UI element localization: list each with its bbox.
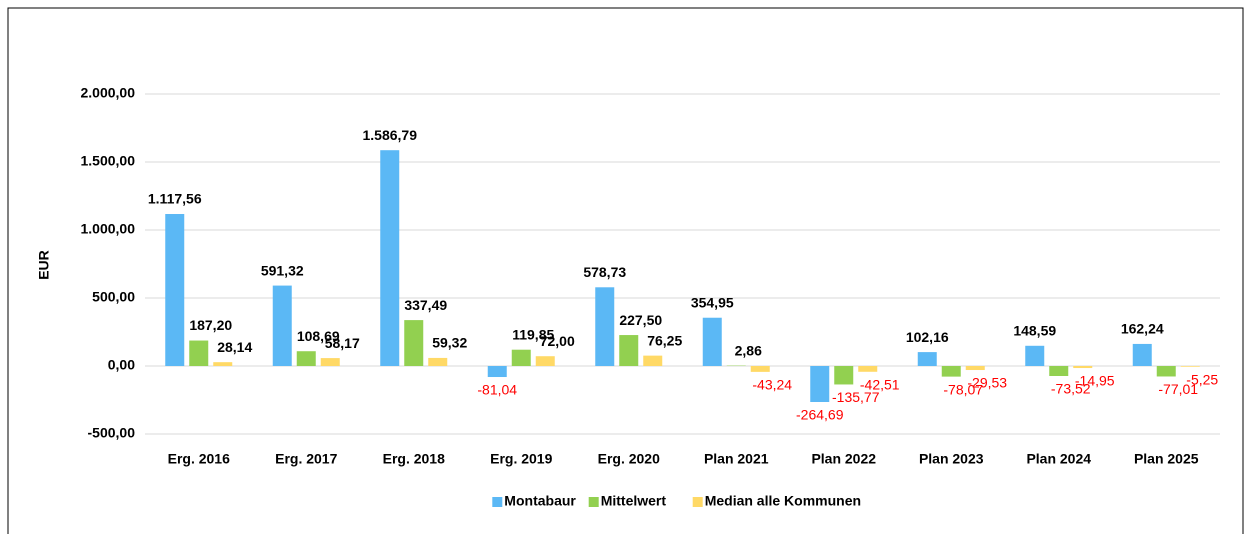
bar (404, 320, 424, 366)
x-tick-label: Erg. 2016 (168, 451, 230, 467)
x-tick-label: Plan 2021 (704, 451, 769, 467)
value-label: 102,16 (906, 329, 949, 345)
bar (965, 366, 985, 371)
value-label: 28,14 (217, 339, 252, 355)
bar (941, 366, 961, 377)
x-tick-label: Erg. 2017 (275, 451, 337, 467)
bar (213, 362, 233, 366)
bar (511, 349, 531, 366)
legend-swatch (492, 497, 503, 507)
value-label: 148,59 (1013, 322, 1056, 338)
bar (428, 357, 448, 366)
value-label: -81,04 (477, 382, 517, 398)
bar (595, 287, 615, 366)
bar (810, 366, 830, 402)
bar (643, 355, 663, 366)
value-label: -5,25 (1186, 371, 1218, 387)
bar (1073, 366, 1093, 369)
x-tick-label: Plan 2025 (1134, 451, 1199, 467)
bar (834, 366, 854, 385)
bar (296, 351, 316, 366)
value-label: 2,86 (735, 342, 762, 358)
value-label: 119,85 (512, 326, 554, 342)
y-tick-label: 1.000,00 (81, 221, 136, 237)
y-tick-label: 0,00 (108, 357, 135, 373)
y-axis-title: EUR (36, 250, 52, 280)
bar (858, 366, 878, 372)
legend-label: Montabaur (504, 493, 576, 509)
value-label: 187,20 (189, 317, 232, 333)
bar (272, 285, 292, 366)
value-label: -77,01 (1158, 381, 1198, 397)
value-label: 1.586,79 (363, 127, 418, 143)
value-label: 1.117,56 (148, 191, 202, 207)
x-tick-label: Erg. 2020 (598, 451, 660, 467)
bar (702, 317, 722, 366)
legend-label: Mittelwert (601, 493, 667, 509)
value-label: -264,69 (796, 407, 844, 423)
x-tick-label: Plan 2024 (1026, 451, 1091, 467)
bar (750, 366, 770, 372)
value-label: 108,69 (297, 328, 340, 344)
bar (380, 150, 400, 366)
value-label: 162,24 (1121, 321, 1164, 337)
value-label: 76,25 (647, 332, 682, 348)
y-tick-label: -500,00 (88, 425, 136, 441)
bar (535, 356, 555, 366)
value-label: 578,73 (583, 264, 626, 280)
value-label: -29,53 (967, 375, 1007, 391)
value-label: -43,24 (752, 377, 792, 393)
bar (189, 340, 209, 366)
bar (1180, 366, 1200, 367)
value-label: 58,17 (325, 335, 360, 351)
bar (1025, 345, 1045, 366)
value-label: 591,32 (261, 262, 304, 278)
bar (320, 358, 340, 366)
value-label: -14,95 (1075, 373, 1115, 389)
bar (1049, 366, 1069, 376)
bar (165, 214, 185, 366)
chart-frame (7, 7, 1244, 534)
y-tick-label: 500,00 (92, 289, 135, 305)
x-tick-label: Erg. 2018 (383, 451, 445, 467)
value-label: 227,50 (619, 312, 662, 328)
value-label: -135,77 (832, 389, 880, 405)
value-label: -78,07 (943, 381, 983, 397)
value-label: -42,51 (860, 376, 900, 392)
x-tick-label: Erg. 2019 (490, 451, 552, 467)
bar (1132, 343, 1152, 366)
bar (917, 352, 937, 366)
bar (487, 366, 507, 378)
x-tick-label: Plan 2023 (919, 451, 984, 467)
legend-swatch (692, 497, 703, 507)
value-label: -73,52 (1051, 381, 1091, 397)
legend-swatch (588, 497, 599, 507)
x-tick-label: Plan 2022 (811, 451, 876, 467)
y-tick-label: 2.000,00 (81, 85, 136, 101)
value-label: 59,32 (432, 335, 467, 351)
y-tick-label: 1.500,00 (81, 153, 136, 169)
bar (1156, 366, 1176, 377)
legend-label: Median alle Kommunen (705, 493, 861, 509)
bar (619, 335, 639, 366)
value-label: 354,95 (691, 294, 734, 310)
value-label: 72,00 (540, 333, 575, 349)
value-label: 337,49 (404, 297, 447, 313)
